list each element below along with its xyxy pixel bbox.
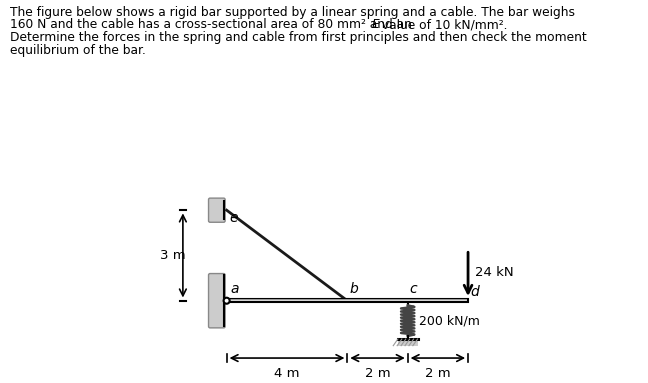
Text: d: d [470,285,480,299]
Text: c: c [410,283,417,296]
Text: The figure below shows a rigid bar supported by a linear spring and a cable. The: The figure below shows a rigid bar suppo… [10,6,575,19]
Text: 4 m: 4 m [274,367,300,380]
Text: a: a [231,283,239,296]
Text: 2 m: 2 m [425,367,451,380]
Bar [398,339,417,346]
Text: 160 N and the cable has a cross-sectional area of 80 mm² and an: 160 N and the cable has a cross-sectiona… [10,18,415,31]
Text: 200 kN/m: 200 kN/m [419,314,480,327]
Text: equilibrium of the bar.: equilibrium of the bar. [10,44,146,57]
Text: 24 kN: 24 kN [475,265,513,278]
Text: value of 10 kN/mm².: value of 10 kN/mm². [378,18,508,31]
Bar [227,299,468,302]
Circle shape [224,298,229,304]
Text: e: e [229,211,238,225]
Text: b: b [349,283,358,296]
Bar [228,299,467,300]
FancyBboxPatch shape [209,198,225,222]
Text: 2 m: 2 m [365,367,390,380]
Text: Determine the forces in the spring and cable from first principles and then chec: Determine the forces in the spring and c… [10,31,586,44]
FancyBboxPatch shape [209,273,225,328]
Text: 3 m: 3 m [159,249,185,262]
Text: $E$: $E$ [371,18,380,31]
